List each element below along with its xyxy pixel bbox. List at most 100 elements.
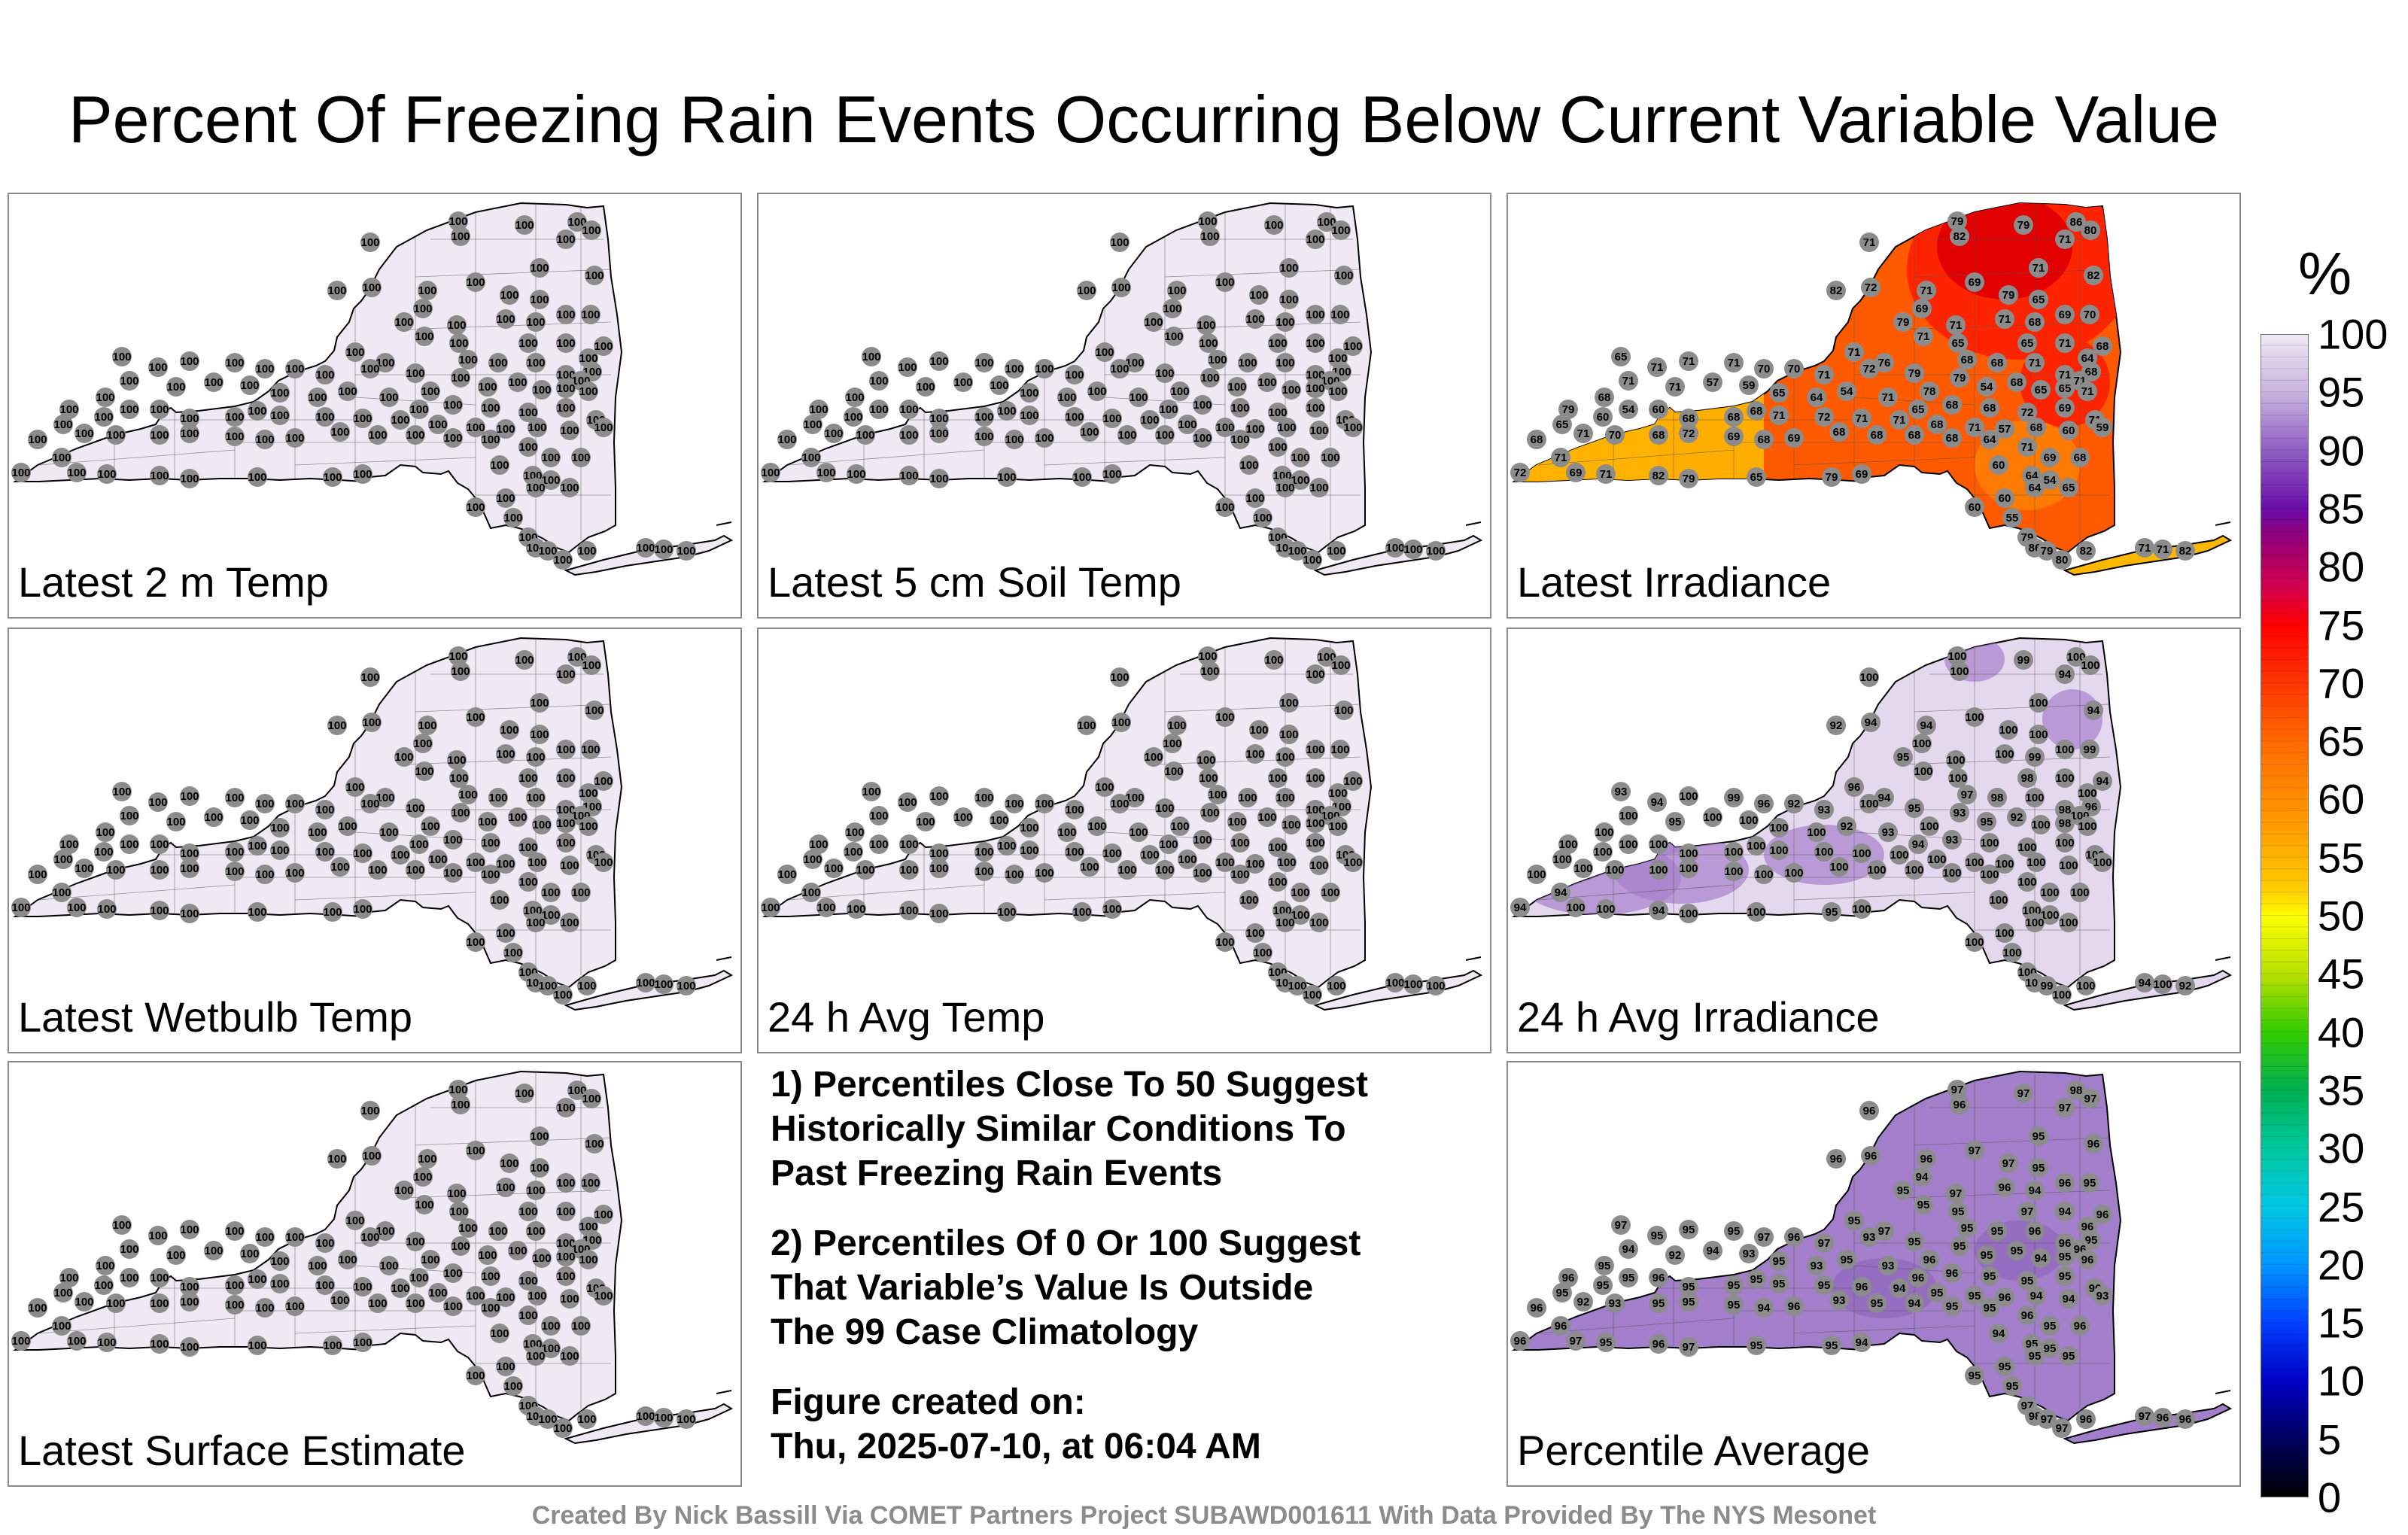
station-marker: 100 [180,843,199,863]
station-marker: 99 [2025,747,2045,767]
svg-text:100: 100 [1330,743,1349,756]
station-marker: 100 [556,833,576,853]
station-marker: 94 [1989,1324,2008,1343]
station-marker: 100 [1288,541,1307,561]
svg-text:100: 100 [1829,861,1848,874]
station-marker: 70 [1754,359,1774,378]
svg-text:100: 100 [526,916,545,929]
svg-text:100: 100 [1163,737,1181,750]
svg-text:71: 71 [1773,409,1786,422]
svg-text:100: 100 [1807,826,1826,839]
station-marker: 100 [1769,818,1789,837]
station-marker: 100 [240,810,260,830]
svg-text:100: 100 [2093,856,2112,869]
svg-text:100: 100 [503,512,522,524]
station-marker: 79 [1822,467,1841,487]
svg-text:100: 100 [1193,399,1212,412]
station-marker: 100 [1087,381,1107,401]
station-marker: 100 [518,1306,538,1325]
svg-text:94: 94 [2139,977,2151,989]
panel-percentile-average: 97 98 97 97 96 97 96 96 96 96 97 95 96 97 95 95 94 95 95 96… [1507,1061,2241,1487]
station-marker: 100 [415,327,434,346]
svg-text:100: 100 [1095,346,1114,359]
svg-text:95: 95 [1669,816,1682,828]
station-marker: 100 [518,768,538,788]
svg-text:100: 100 [204,376,223,389]
svg-text:100: 100 [538,980,557,992]
svg-text:100: 100 [406,367,424,380]
station-marker: 100 [315,407,335,427]
station-marker: 94 [1874,788,1894,807]
svg-text:100: 100 [500,724,518,737]
svg-text:100: 100 [508,376,527,389]
svg-text:100: 100 [571,1320,590,1333]
station-marker: 96 [1861,1146,1880,1166]
station-marker: 100 [2055,833,2075,853]
station-marker: 96 [2175,1409,2195,1429]
station-marker: 100 [270,1274,290,1293]
station-marker: 71 [1814,365,1834,385]
svg-text:100: 100 [1005,798,1023,810]
svg-text:100: 100 [94,411,113,424]
station-marker: 100 [94,1275,114,1295]
station-marker: 100 [1117,425,1137,445]
station-marker: 100 [1110,667,1130,687]
station-marker: 100 [541,883,561,902]
svg-text:100: 100 [52,886,71,899]
svg-text:100: 100 [1057,826,1076,839]
station-marker: 100 [180,904,199,923]
station-marker: 79 [2014,215,2033,235]
station-marker: 100 [1754,865,1774,884]
svg-text:100: 100 [323,906,342,919]
station-marker: 100 [816,898,836,917]
svg-text:100: 100 [1965,936,1984,949]
svg-text:100: 100 [541,909,560,922]
svg-text:100: 100 [916,381,935,394]
svg-text:100: 100 [556,1177,575,1190]
svg-text:95: 95 [1683,1296,1695,1309]
svg-text:100: 100 [180,355,199,368]
svg-text:96: 96 [1652,1272,1665,1284]
svg-text:100: 100 [1317,216,1336,229]
svg-text:100: 100 [443,432,462,445]
station-marker: 100 [1890,845,1909,865]
station-marker: 59 [2093,418,2112,437]
svg-text:100: 100 [803,418,822,431]
svg-text:100: 100 [1072,906,1091,919]
svg-text:100: 100 [315,1279,334,1292]
svg-text:100: 100 [898,361,917,374]
station-marker: 71 [1619,371,1638,391]
svg-text:100: 100 [556,337,575,350]
station-marker: 100 [1303,550,1322,570]
station-marker: 100 [1178,850,1197,869]
svg-text:65: 65 [1750,471,1763,484]
station-marker: 69 [2055,305,2075,324]
svg-text:100: 100 [225,846,244,859]
svg-text:100: 100 [96,826,114,839]
station-marker: 68 [1867,425,1887,445]
svg-text:97: 97 [2084,1093,2097,1105]
svg-text:95: 95 [1946,1300,1959,1313]
svg-text:100: 100 [1035,432,1054,445]
station-marker: 100 [1309,913,1329,932]
svg-text:100: 100 [11,467,30,479]
svg-text:60: 60 [1999,492,2011,505]
station-marker: 100 [844,407,863,427]
svg-text:99: 99 [2029,751,2042,764]
svg-text:97: 97 [1951,1084,1964,1096]
station-marker: 100 [451,1236,470,1256]
station-marker: 100 [556,305,576,324]
station-marker: 100 [1317,647,1336,667]
svg-text:100: 100 [526,751,545,764]
svg-text:100: 100 [556,817,575,830]
station-marker: 79 [1950,368,1969,388]
svg-text:82: 82 [1652,470,1665,482]
svg-text:100: 100 [391,1282,409,1295]
svg-text:100: 100 [270,822,289,834]
station-marker: 100 [490,455,509,475]
station-marker: 100 [2081,655,2100,675]
station-marker: 100 [2025,788,2045,807]
station-marker: 100 [1005,430,1024,449]
svg-text:68: 68 [1908,429,1921,442]
svg-text:82: 82 [1953,230,1966,243]
